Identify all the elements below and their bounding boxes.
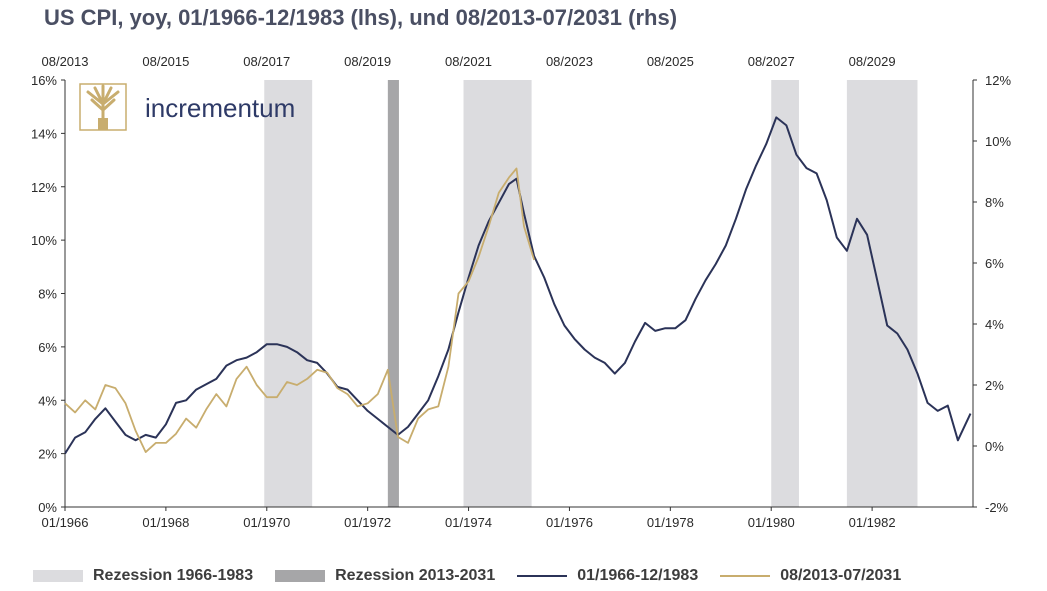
series-line-1966-1983 [64,116,972,455]
legend: Rezession 1966-1983 Rezession 2013-2031 01… [33,565,923,587]
right-tick-label: 10% [985,134,1011,149]
top-tick-label: 08/2027 [748,54,795,69]
legend-item: 01/1966-12/1983 [517,567,698,585]
left-tick-label: 10% [31,233,57,248]
left-tick-label: 0% [38,500,57,515]
bottom-tick-label: 01/1970 [243,515,290,530]
recession-bands [264,80,918,507]
legend-swatch [275,570,326,582]
recession-band [387,80,399,507]
top-tick-label: 08/2029 [849,54,896,69]
left-tick-label: 12% [31,180,57,195]
tree-icon [79,83,127,131]
left-tick-label: 4% [38,393,57,408]
bottom-tick-label: 01/1968 [142,515,189,530]
recession-band [463,80,532,507]
right-tick-label: -2% [985,500,1009,515]
bottom-tick-label: 01/1980 [748,515,795,530]
chart-canvas: incrementum 0% 2% 4% 6% 8% 10% 12% 14% 16% -2% 0% 2… [31,54,1011,530]
legend-item: Rezession 2013-2031 [275,567,495,585]
right-tick-label: 12% [985,73,1011,88]
left-tick-label: 16% [31,73,57,88]
right-tick-label: 8% [985,195,1004,210]
bottom-tick-label: 01/1978 [647,515,694,530]
legend-label: Rezession 1966-1983 [93,567,254,584]
top-tick-label: 08/2015 [142,54,189,69]
axes: 0% 2% 4% 6% 8% 10% 12% 14% 16% -2% 0% 2% 4% 6% 8% 10% 12… [31,54,1011,530]
right-tick-label: 0% [985,439,1004,454]
legend-swatch [33,570,83,582]
incrementum-logo: incrementum [79,83,295,131]
left-tick-label: 6% [38,340,57,355]
recession-band [771,80,799,507]
bottom-tick-label: 01/1974 [445,515,492,530]
right-tick-label: 4% [985,317,1004,332]
top-tick-label: 08/2021 [445,54,492,69]
legend-label: 08/2013-07/2031 [780,567,902,584]
top-tick-label: 08/2017 [243,54,290,69]
chart-title: US CPI, yoy, 01/1966-12/1983 (lhs), und … [44,5,678,30]
top-tick-label: 08/2013 [42,54,89,69]
right-tick-label: 6% [985,256,1004,271]
top-tick-label: 08/2019 [344,54,391,69]
right-tick-label: 2% [985,378,1004,393]
top-tick-label: 08/2025 [647,54,694,69]
legend-item: 08/2013-07/2031 [720,567,901,585]
bottom-tick-label: 01/1976 [546,515,593,530]
recession-band [846,80,918,507]
bottom-tick-label: 01/1972 [344,515,391,530]
legend-line-marker [720,575,771,577]
top-tick-label: 08/2023 [546,54,593,69]
logo-text: incrementum [145,93,295,123]
legend-line-marker [517,575,568,577]
series-lines [64,116,972,455]
recession-band [264,80,313,507]
legend-label: Rezession 2013-2031 [335,567,496,584]
legend-label: 01/1966-12/1983 [577,567,699,584]
bottom-tick-label: 01/1966 [42,515,89,530]
series-line-2013-2031 [64,167,535,454]
legend-item: Rezession 1966-1983 [33,567,253,585]
left-tick-label: 8% [38,287,57,302]
left-tick-label: 2% [38,447,57,462]
bottom-tick-label: 01/1982 [849,515,896,530]
left-tick-label: 14% [31,126,57,141]
